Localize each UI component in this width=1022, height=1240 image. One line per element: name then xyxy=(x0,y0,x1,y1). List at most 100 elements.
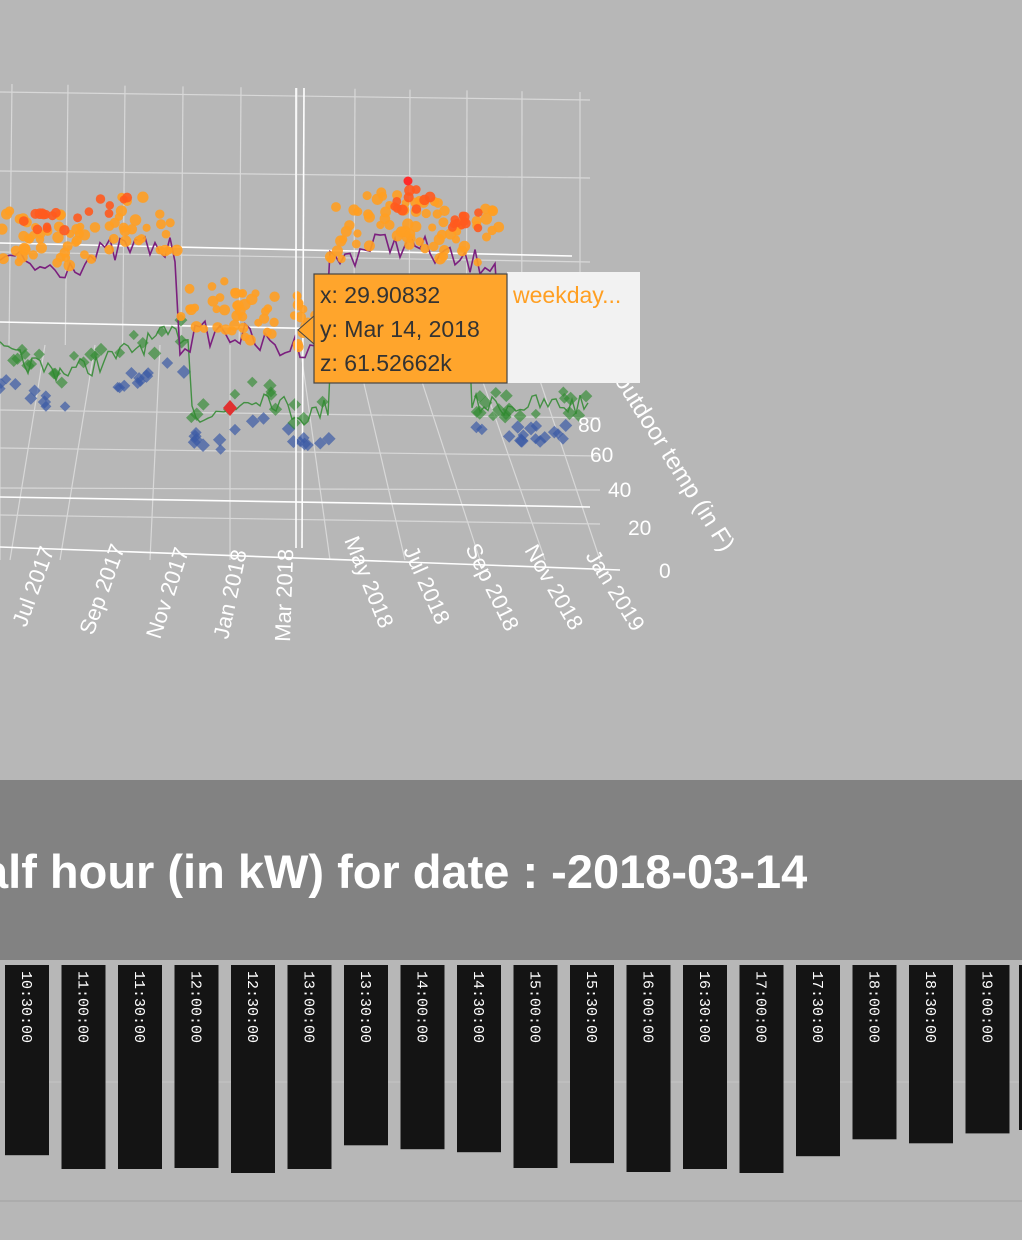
bar[interactable] xyxy=(626,965,671,1172)
data-point-green[interactable] xyxy=(297,411,311,425)
data-point-green[interactable] xyxy=(472,405,487,420)
data-point-green[interactable] xyxy=(16,343,28,356)
data-point-red[interactable] xyxy=(473,223,483,233)
data-point-orange[interactable] xyxy=(104,244,115,255)
data-point-green[interactable] xyxy=(33,348,45,361)
data-point-red[interactable] xyxy=(396,204,408,216)
data-point-blue[interactable] xyxy=(188,429,202,443)
data-point-green[interactable] xyxy=(488,410,499,422)
data-point-orange[interactable] xyxy=(331,245,343,257)
data-point-orange[interactable] xyxy=(380,206,392,218)
data-point-orange[interactable] xyxy=(10,245,22,256)
data-point-blue[interactable] xyxy=(257,412,270,425)
data-point-red[interactable] xyxy=(95,194,106,204)
data-point-red[interactable] xyxy=(104,209,114,218)
data-point-blue[interactable] xyxy=(0,378,7,389)
data-point-orange[interactable] xyxy=(269,317,279,327)
data-point-blue[interactable] xyxy=(301,439,314,452)
data-point-orange[interactable] xyxy=(0,253,9,265)
data-point-green[interactable] xyxy=(128,329,139,341)
data-point-orange[interactable] xyxy=(410,221,422,233)
data-point-green[interactable] xyxy=(174,334,189,349)
scatter-3d-chart[interactable]: Jul 2017 Sep 2017 Nov 2017 Jan 2018 Mar 2018… xyxy=(0,0,1022,780)
data-point-blue[interactable] xyxy=(24,392,38,405)
data-point-blue[interactable] xyxy=(517,429,530,441)
data-point-orange[interactable] xyxy=(429,241,439,252)
data-point-orange[interactable] xyxy=(190,303,200,313)
data-point-green[interactable] xyxy=(156,326,168,338)
data-point-green[interactable] xyxy=(229,388,241,400)
data-point-green[interactable] xyxy=(513,409,527,423)
data-point-red[interactable] xyxy=(30,208,41,219)
data-point-orange[interactable] xyxy=(473,258,482,267)
data-point-blue[interactable] xyxy=(133,372,145,384)
data-point-orange[interactable] xyxy=(86,254,97,264)
data-point-red[interactable] xyxy=(59,224,70,236)
bar[interactable] xyxy=(457,965,501,1153)
data-point-orange[interactable] xyxy=(363,240,375,252)
data-point-orange[interactable] xyxy=(156,219,166,230)
data-point-green[interactable] xyxy=(114,347,126,359)
bar[interactable] xyxy=(796,965,840,1157)
data-point-orange[interactable] xyxy=(155,209,165,219)
data-point-blue[interactable] xyxy=(37,395,52,409)
data-point-blue[interactable] xyxy=(125,367,138,380)
data-point-orange[interactable] xyxy=(415,237,425,246)
bar[interactable] xyxy=(683,965,727,1169)
data-point-orange[interactable] xyxy=(137,234,146,244)
data-point-green[interactable] xyxy=(55,376,68,389)
data-point-green[interactable] xyxy=(473,390,487,403)
data-point-green[interactable] xyxy=(197,398,210,411)
data-point-orange[interactable] xyxy=(421,208,431,219)
data-point-orange[interactable] xyxy=(176,311,186,322)
data-point-orange[interactable] xyxy=(165,218,175,228)
data-point-orange[interactable] xyxy=(28,250,38,260)
data-point-blue[interactable] xyxy=(559,418,573,432)
data-point-orange[interactable] xyxy=(262,327,272,337)
data-point-orange[interactable] xyxy=(80,250,89,259)
data-point-orange[interactable] xyxy=(338,235,348,244)
data-point-green[interactable] xyxy=(502,402,517,417)
data-point-red[interactable] xyxy=(404,184,416,196)
data-point-orange[interactable] xyxy=(434,252,446,265)
data-point-green[interactable] xyxy=(189,407,204,421)
bar[interactable] xyxy=(400,965,445,1150)
data-point-orange[interactable] xyxy=(404,239,415,250)
data-point-red[interactable] xyxy=(447,222,457,232)
bar[interactable] xyxy=(513,965,558,1168)
data-point-orange[interactable] xyxy=(384,219,395,230)
data-point-blue[interactable] xyxy=(245,414,260,429)
data-point-orange[interactable] xyxy=(251,289,260,298)
data-point-blue[interactable] xyxy=(314,437,327,450)
data-point-orange[interactable] xyxy=(184,283,195,294)
data-point-orange[interactable] xyxy=(207,295,219,307)
data-point-red[interactable] xyxy=(474,208,483,217)
data-point-orange[interactable] xyxy=(63,259,76,272)
data-point-orange[interactable] xyxy=(351,239,361,249)
bar[interactable] xyxy=(852,965,897,1140)
data-point-blue[interactable] xyxy=(215,444,226,455)
data-point-orange[interactable] xyxy=(487,225,497,236)
data-point-orange[interactable] xyxy=(439,244,450,256)
data-point-green[interactable] xyxy=(562,406,577,421)
data-point-green[interactable] xyxy=(288,398,302,411)
data-point-orange[interactable] xyxy=(480,213,493,225)
bar[interactable] xyxy=(174,965,219,1168)
data-point-red[interactable] xyxy=(223,400,237,416)
data-point-green[interactable] xyxy=(48,367,60,380)
data-point-orange[interactable] xyxy=(428,223,437,232)
data-point-green[interactable] xyxy=(68,350,80,361)
data-point-orange[interactable] xyxy=(161,229,171,239)
data-point-orange[interactable] xyxy=(438,217,449,228)
data-point-blue[interactable] xyxy=(176,364,191,379)
data-point-blue[interactable] xyxy=(286,435,301,449)
bar[interactable] xyxy=(739,965,784,1173)
data-point-blue[interactable] xyxy=(538,431,551,444)
data-point-green[interactable] xyxy=(287,416,301,430)
data-point-green[interactable] xyxy=(7,353,21,368)
data-point-orange[interactable] xyxy=(62,241,73,252)
data-point-green[interactable] xyxy=(498,410,512,424)
data-point-red[interactable] xyxy=(32,224,43,235)
data-point-orange[interactable] xyxy=(119,225,131,237)
data-point-orange[interactable] xyxy=(340,225,352,237)
